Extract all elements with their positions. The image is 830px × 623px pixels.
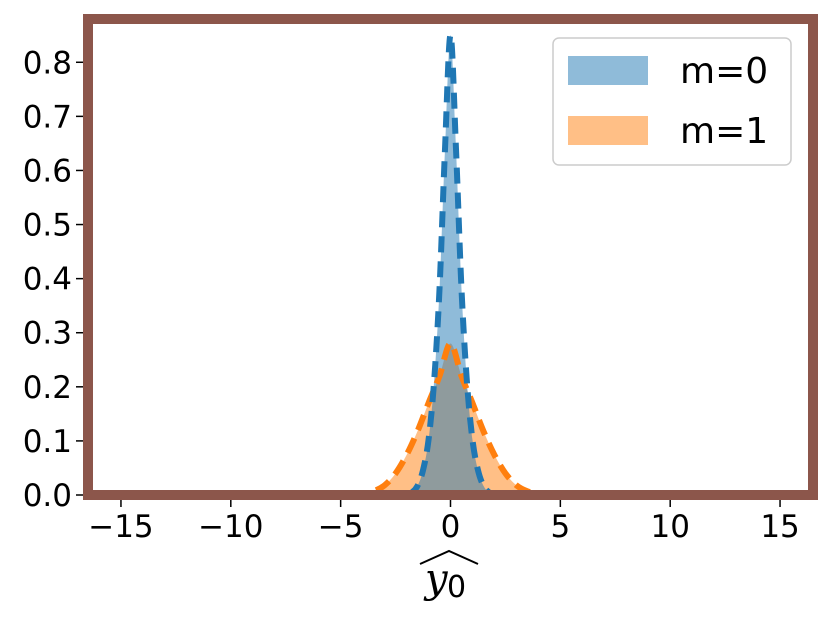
x-tick-label: 5 bbox=[550, 509, 570, 545]
legend-swatch bbox=[568, 56, 648, 85]
y-tick-label: 0.5 bbox=[23, 208, 72, 244]
series-m=1-line bbox=[351, 340, 550, 495]
plot-area bbox=[351, 32, 550, 495]
y-tick-label: 0.8 bbox=[23, 45, 72, 81]
y-tick-label: 0.4 bbox=[23, 262, 72, 298]
plot-frame bbox=[83, 14, 818, 500]
x-axis-label-hat bbox=[419, 549, 479, 565]
x-tick-label: −15 bbox=[88, 509, 153, 545]
y-tick-label: 0.2 bbox=[23, 370, 72, 406]
legend-label: m=1 bbox=[680, 111, 768, 152]
legend-label: m=0 bbox=[680, 51, 768, 92]
x-tick-label: 15 bbox=[760, 509, 799, 545]
y-tick-label: 0.0 bbox=[23, 478, 72, 514]
x-tick-label: 10 bbox=[650, 509, 689, 545]
legend: m=0m=1 bbox=[552, 37, 792, 166]
series-m=0-line bbox=[405, 32, 496, 495]
y-tick-label: 0.7 bbox=[23, 99, 72, 135]
y-tick-label: 0.3 bbox=[23, 316, 72, 352]
legend-swatch bbox=[568, 116, 648, 145]
series-m=0-area bbox=[406, 35, 495, 495]
x-axis: −15 −10 −5 0 5 10 15 bbox=[88, 500, 800, 545]
x-axis-label-subscript: 0 bbox=[447, 570, 466, 605]
x-tick-label: −10 bbox=[198, 509, 263, 545]
y-axis: 0.0 0.1 0.2 0.3 0.4 0.5 0.6 0.7 0.8 bbox=[23, 45, 83, 514]
y-tick-label: 0.6 bbox=[23, 153, 72, 189]
x-axis-label-base: y bbox=[423, 556, 449, 602]
x-tick-label: −5 bbox=[318, 509, 364, 545]
y-tick-label: 0.1 bbox=[23, 424, 72, 460]
x-tick-label: 0 bbox=[441, 509, 461, 545]
